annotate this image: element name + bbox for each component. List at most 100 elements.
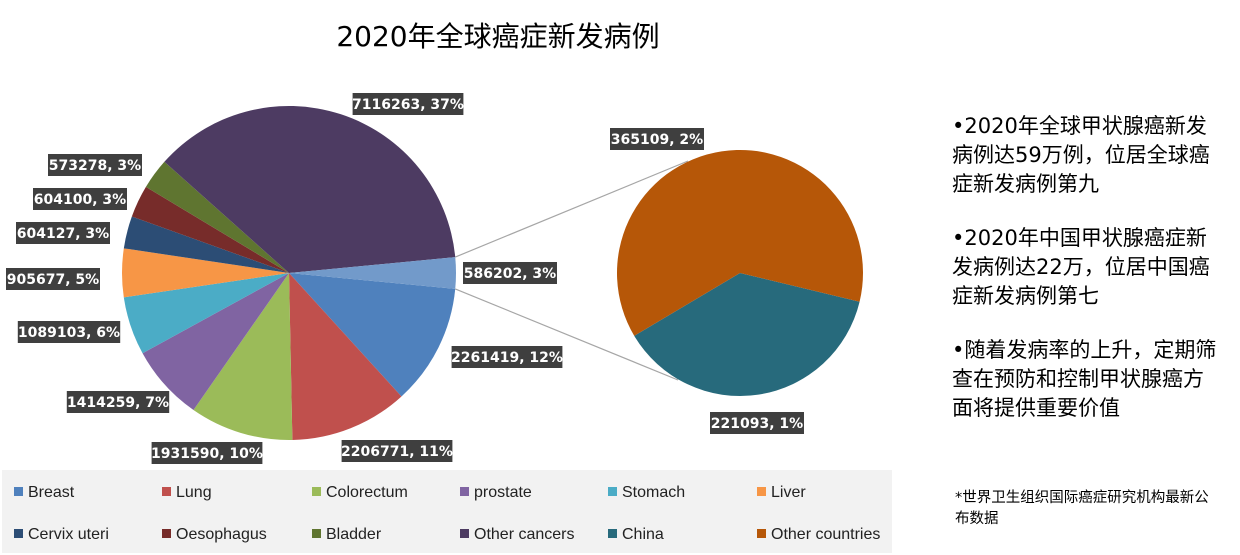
connector-top	[455, 160, 689, 258]
slice-oesophagus	[131, 186, 289, 273]
label-oesophagus-box	[33, 188, 127, 210]
legend-swatch	[460, 529, 469, 538]
legend-swatch	[608, 529, 617, 538]
side-notes: •2020年全球甲状腺癌新发病例达59万例，位居全球癌症新发病例第九 •2020…	[952, 112, 1224, 448]
label-liver-box	[6, 268, 100, 290]
legend-swatch	[162, 487, 171, 496]
legend-swatch	[608, 487, 617, 496]
label-liver-text: 905677, 5%	[7, 272, 99, 288]
label-prostate-text: 1414259, 7%	[67, 395, 169, 411]
label-bladder-text: 573278, 3%	[49, 158, 141, 174]
label-breast-text: 2261419, 12%	[451, 350, 563, 366]
slice-other-cancers	[164, 105, 456, 273]
legend-item-oesophagus: Oesophagus	[162, 526, 267, 543]
secondary-pie-labels: 221093, 1% 365109, 2%	[610, 128, 804, 434]
legend-label: prostate	[474, 484, 532, 501]
legend-swatch	[757, 487, 766, 496]
note-screening: •随着发病率的上升，定期筛查在预防和控制甲状腺癌方面将提供重要价值	[952, 338, 1217, 420]
label-stomach-text: 1089103, 6%	[18, 325, 120, 341]
legend-swatch	[757, 529, 766, 538]
label-china-text: 221093, 1%	[711, 416, 803, 432]
slice-china	[634, 273, 860, 397]
legend-item-stomach: Stomach	[608, 484, 685, 501]
slice-prostate	[142, 273, 289, 410]
label-colorectum-text: 1931590, 10%	[151, 446, 263, 462]
legend-label: Breast	[28, 484, 75, 501]
legend-item-breast: Breast	[14, 484, 75, 501]
main-pie	[121, 105, 457, 441]
legend-label: Bladder	[326, 526, 382, 543]
slice-cervix-uteri	[123, 216, 289, 273]
label-lung: 2206771, 11%	[341, 440, 453, 462]
label-other-cancers-text: 7116263, 37%	[352, 97, 464, 113]
slice-colorectum	[193, 273, 293, 441]
connector-bottom	[455, 288, 679, 381]
label-cervix-uteri-box	[16, 222, 110, 244]
label-oesophagus: 604100, 3%	[33, 188, 127, 210]
slice-stomach	[123, 273, 289, 354]
legend-item-lung: Lung	[162, 484, 212, 501]
legend-swatch	[162, 529, 171, 538]
label-stomach-box	[17, 321, 121, 343]
slice-liver	[121, 248, 289, 298]
legend-label: Liver	[771, 484, 806, 501]
legend-item-other-countries: Other countries	[757, 526, 880, 543]
legend-label: Colorectum	[326, 484, 408, 501]
label-oesophagus-text: 604100, 3%	[34, 192, 126, 208]
legend-item-cervix-uteri: Cervix uteri	[14, 526, 109, 543]
legend-label: Stomach	[622, 484, 685, 501]
label-bladder-box	[48, 154, 142, 176]
label-china-box	[710, 412, 804, 434]
label-cervix-uteri: 604127, 3%	[16, 222, 110, 244]
label-other-countries: 365109, 2%	[610, 128, 704, 150]
secondary-pie	[616, 150, 863, 397]
legend-item-bladder: Bladder	[312, 526, 382, 543]
legend-label: Other countries	[771, 526, 880, 543]
label-other-cancers-box	[352, 93, 464, 115]
label-thyroid-box	[463, 262, 557, 284]
note-china-thyroid: •2020年中国甲状腺癌症新发病例达22万，位居中国癌症新发病例第七	[952, 226, 1210, 308]
label-lung-text: 2206771, 11%	[341, 444, 453, 460]
slice-thyroid	[289, 257, 457, 289]
label-thyroid-text: 586202, 3%	[464, 266, 556, 282]
label-breast: 2261419, 12%	[451, 346, 563, 368]
legend-swatch	[460, 487, 469, 496]
label-prostate: 1414259, 7%	[66, 391, 170, 413]
label-colorectum-box	[151, 442, 263, 464]
slice-bladder	[145, 161, 289, 273]
label-liver: 905677, 5%	[6, 268, 100, 290]
label-colorectum: 1931590, 10%	[151, 442, 263, 464]
legend-label: China	[622, 526, 664, 543]
legend-label: Other cancers	[474, 526, 574, 543]
main-pie-labels: 2261419, 12% 2206771, 11% 1931590, 10% 1414…	[6, 93, 563, 464]
legend-swatch	[14, 529, 23, 538]
legend-label: Cervix uteri	[28, 526, 109, 543]
legend-item-liver: Liver	[757, 484, 806, 501]
label-other-countries-box	[610, 128, 704, 150]
label-stomach: 1089103, 6%	[17, 321, 121, 343]
label-thyroid: 586202, 3%	[463, 262, 557, 284]
chart-title: 2020年全球癌症新发病例	[336, 20, 659, 53]
slice-breast	[289, 273, 456, 397]
label-cervix-uteri-text: 604127, 3%	[17, 226, 109, 242]
label-other-cancers: 7116263, 37%	[352, 93, 464, 115]
slice-other-countries	[616, 150, 863, 336]
label-lung-box	[341, 440, 453, 462]
data-source-note: *世界卫生组织国际癌症研究机构最新公布数据	[955, 490, 1209, 527]
legend-swatch	[312, 487, 321, 496]
legend-item-china: China	[608, 526, 664, 543]
slice-lung	[289, 273, 402, 440]
label-china: 221093, 1%	[710, 412, 804, 434]
legend-item-prostate: prostate	[460, 484, 532, 501]
chart-legend: Breast Lung Colorectum prostate Stomach Liver…	[14, 484, 880, 543]
legend-swatch	[312, 529, 321, 538]
legend-box	[2, 470, 892, 553]
label-prostate-box	[66, 391, 170, 413]
label-bladder: 573278, 3%	[48, 154, 142, 176]
label-breast-box	[451, 346, 563, 368]
legend-swatch	[14, 487, 23, 496]
legend-label: Lung	[176, 484, 212, 501]
legend-item-colorectum: Colorectum	[312, 484, 408, 501]
note-global-thyroid: •2020年全球甲状腺癌新发病例达59万例，位居全球癌症新发病例第九	[952, 114, 1210, 196]
